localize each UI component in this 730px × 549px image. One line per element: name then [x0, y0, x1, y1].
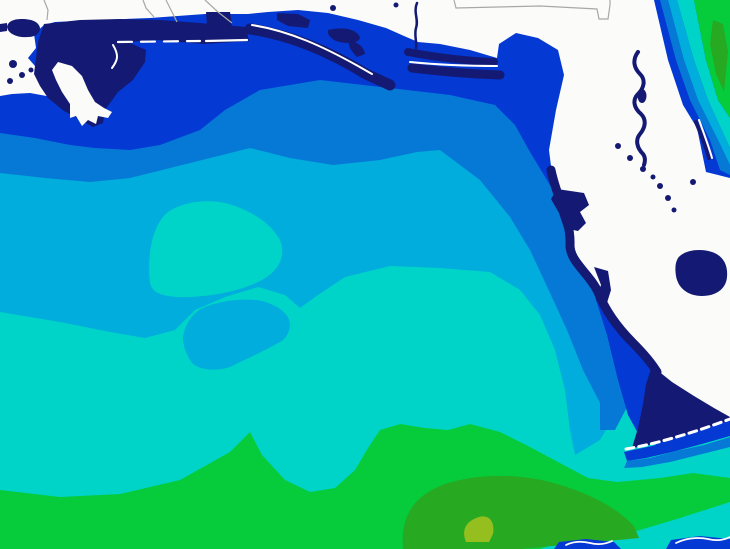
- panhandle-lake: [330, 5, 336, 11]
- marsh-lake: [52, 94, 58, 100]
- cuba-coastline-west: [565, 540, 613, 546]
- border-line: [43, 0, 49, 21]
- florida-keys: [624, 417, 730, 451]
- apalachicola-bay: [404, 48, 498, 66]
- lake-maurepas: [0, 23, 7, 32]
- atlantic-light-blue-stripe: [668, 0, 730, 165]
- keys-medium-blue-arc: [624, 437, 730, 468]
- kissimmee-lake: [671, 207, 677, 213]
- florida-lake: [690, 179, 696, 185]
- pensacola-bay: [277, 13, 310, 28]
- lake-okeechobee: [675, 250, 728, 296]
- atlantic-teal-stripe: [677, 0, 730, 148]
- marsh-lake: [44, 87, 50, 93]
- marsh-lake: [7, 78, 13, 84]
- mississippi-sound-islands: [116, 39, 202, 44]
- border-line: [165, 0, 178, 23]
- atlantic-medium-blue-stripe: [660, 0, 730, 175]
- tampa-bay: [551, 189, 589, 231]
- florida-lake: [615, 143, 621, 149]
- atlantic-dark-green-sliver: [710, 20, 728, 92]
- border-line: [204, 0, 233, 24]
- south-dark-green-blob: [402, 475, 639, 549]
- apalachicola-gulf-strip: [407, 63, 505, 80]
- state-borders: [43, 0, 611, 24]
- panhandle-lake: [393, 2, 399, 8]
- canaveral-barrier: [698, 119, 713, 159]
- florida-lake: [650, 174, 656, 180]
- lake-george: [637, 89, 647, 103]
- st-andrew-bay: [348, 41, 365, 57]
- florida-lake: [627, 155, 633, 161]
- mississippi-delta: [52, 62, 112, 126]
- chandeleur-islands: [111, 44, 118, 69]
- band-blue: [0, 0, 730, 450]
- canaveral-lagoon: [694, 120, 711, 160]
- south-yellow-green-patch: [464, 516, 494, 542]
- dauphin-island: [204, 38, 249, 43]
- marsh-lake: [28, 67, 34, 73]
- kissimmee-lake: [665, 195, 671, 201]
- kissimmee-lake: [657, 183, 663, 189]
- teal-tongue: [149, 201, 283, 298]
- barrier-islands: [111, 24, 730, 546]
- light-blue-patch: [183, 299, 290, 370]
- mobile-bay: [206, 12, 232, 39]
- keys-blue-arc: [624, 420, 730, 461]
- marsh-lake: [9, 60, 17, 68]
- st-george-island: [409, 61, 498, 67]
- santa-rosa-island: [251, 24, 373, 75]
- choctawhatchee-bay: [327, 28, 360, 43]
- cuba-coastline-east: [675, 536, 730, 544]
- charlotte-harbor: [594, 267, 611, 306]
- land-mainland: [0, 0, 730, 418]
- lake-pontchartrain: [7, 19, 40, 38]
- st-johns-river: [632, 50, 647, 167]
- marsh-lake: [19, 72, 25, 78]
- florida-lake: [640, 166, 646, 172]
- georgia-florida-border: [453, 0, 611, 20]
- panhandle-surf-strip: [244, 23, 396, 91]
- cuba-water-west: [554, 539, 621, 549]
- border-line: [142, 0, 155, 18]
- apalachicola-river: [414, 1, 419, 50]
